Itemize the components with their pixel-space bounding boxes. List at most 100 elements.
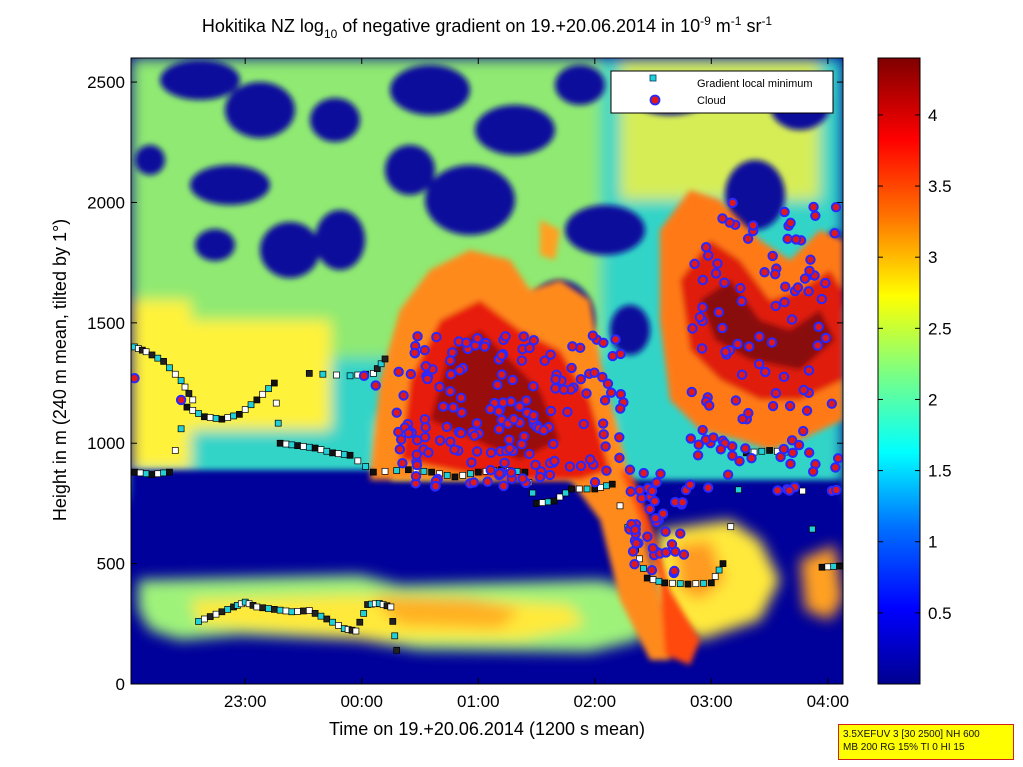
cloud-point xyxy=(722,469,734,480)
gradient-minimum-point xyxy=(700,579,707,587)
cloud-point xyxy=(736,369,748,380)
gradient-minimum-point xyxy=(649,576,657,584)
cloud-point xyxy=(485,464,496,476)
cloud-point xyxy=(793,439,805,451)
gradient-minimum-point xyxy=(830,563,838,570)
cloud-point xyxy=(539,355,550,366)
cloud-point xyxy=(600,441,611,452)
cloud-point xyxy=(743,407,754,419)
gradient-minimum-point xyxy=(212,610,220,618)
legend-gradient-minimum-label: Gradient local minimum xyxy=(697,78,813,90)
title-exponent-2: -1 xyxy=(731,14,742,28)
cloud-point xyxy=(770,300,781,312)
cloud-point xyxy=(746,452,757,464)
cloud-point xyxy=(712,258,723,269)
cloud-point xyxy=(638,467,649,479)
cloud-point xyxy=(528,335,539,346)
x-tick-label: 03:00 xyxy=(690,692,733,711)
gradient-minimum-point xyxy=(676,580,684,588)
gradient-minimum-point xyxy=(556,493,564,501)
cloud-point xyxy=(689,258,700,270)
cloud-point xyxy=(508,414,519,425)
title-exponent-3: -1 xyxy=(761,14,772,28)
cloud-point xyxy=(441,421,453,433)
cloud-point xyxy=(521,395,532,406)
cloud-markers xyxy=(131,197,843,579)
gradient-minimum-point xyxy=(583,485,591,493)
gradient-minimum-point xyxy=(575,485,583,493)
title-middle: of negative gradient on 19.+20.06.2014 i… xyxy=(337,16,700,36)
cloud-point xyxy=(601,465,612,476)
cloud-point xyxy=(498,480,509,492)
cloud-point xyxy=(730,395,742,406)
gradient-minimum-point xyxy=(319,370,327,378)
cloud-point xyxy=(810,210,821,221)
gradient-minimum-point xyxy=(459,471,467,479)
colorbar-axis: 0.5 1 1.5 2 2.5 3 3.5 4 xyxy=(878,106,952,623)
gradient-minimum-point xyxy=(404,466,412,474)
cloud-point xyxy=(423,447,434,458)
gradient-minimum-point xyxy=(247,401,255,409)
gradient-minimum-point xyxy=(711,573,719,580)
cloud-point xyxy=(769,268,781,280)
gradient-minimum-point xyxy=(195,410,202,417)
cloud-point xyxy=(778,443,790,455)
gradient-minimum-point xyxy=(282,440,290,448)
cloud-point xyxy=(790,234,802,245)
cloud-point xyxy=(516,439,528,450)
cloud-point xyxy=(447,347,458,358)
y-axis-label: Height in m (240 m mean, tilted by 1°) xyxy=(50,219,70,521)
cloud-point xyxy=(599,395,611,406)
parameter-box: 3.5XEFUV 3 [30 2500] NH 600 MB 200 RG 15… xyxy=(838,724,1014,760)
x-tick-label: 02:00 xyxy=(574,692,617,711)
cloud-point xyxy=(472,333,483,344)
colorbar-tick-label: 3.5 xyxy=(928,177,952,196)
legend-box xyxy=(610,70,834,114)
x-tick-label: 04:00 xyxy=(807,692,850,711)
gradient-minimum-point xyxy=(389,618,397,625)
cloud-point xyxy=(562,406,573,418)
cloud-point xyxy=(772,485,783,496)
cloud-point xyxy=(782,233,793,245)
cloud-point xyxy=(461,337,472,348)
cloud-point xyxy=(597,371,608,383)
cloud-point xyxy=(589,367,600,378)
cloud-point xyxy=(412,331,423,342)
cloud-point xyxy=(434,435,446,446)
cloud-point xyxy=(485,404,496,415)
gradient-minimum-point xyxy=(270,606,278,613)
cloud-point xyxy=(485,447,497,458)
cloud-point xyxy=(504,434,515,445)
gradient-minimum-point xyxy=(393,467,401,474)
cloud-point xyxy=(660,526,671,537)
gradient-minimum-point xyxy=(562,489,570,497)
gradient-minimum-point xyxy=(655,577,663,585)
colorbar-tick-label: 1.5 xyxy=(928,462,952,481)
gradient-minimum-point xyxy=(719,560,727,567)
gradient-minimum-point xyxy=(148,471,156,478)
cloud-point xyxy=(405,368,417,380)
cloud-point xyxy=(813,321,824,333)
gradient-minimum-point xyxy=(824,563,832,571)
gradient-minimum-point xyxy=(692,580,700,588)
cloud-point xyxy=(370,380,381,391)
cloud-point xyxy=(534,471,546,483)
gradient-minimum-point xyxy=(166,468,173,476)
cloud-point xyxy=(807,466,819,477)
cloud-point xyxy=(496,350,507,361)
gradient-minimum-point xyxy=(373,365,381,372)
cloud-point xyxy=(411,449,422,460)
cloud-point xyxy=(803,365,815,376)
gradient-minimum-point xyxy=(230,412,237,420)
gradient-minimum-point xyxy=(799,487,806,495)
gradient-minimum-point xyxy=(253,396,261,404)
gradient-minimum-point xyxy=(381,467,389,475)
cloud-point xyxy=(434,381,445,393)
cloud-point xyxy=(496,369,508,380)
cloud-point xyxy=(420,361,432,372)
cloud-point xyxy=(675,528,686,539)
y-axis: 0 500 1000 1500 2000 2500 xyxy=(87,73,843,694)
colorbar-tick-label: 1 xyxy=(928,533,937,552)
cloud-point xyxy=(482,476,493,487)
gradient-minimum-point xyxy=(346,451,354,459)
